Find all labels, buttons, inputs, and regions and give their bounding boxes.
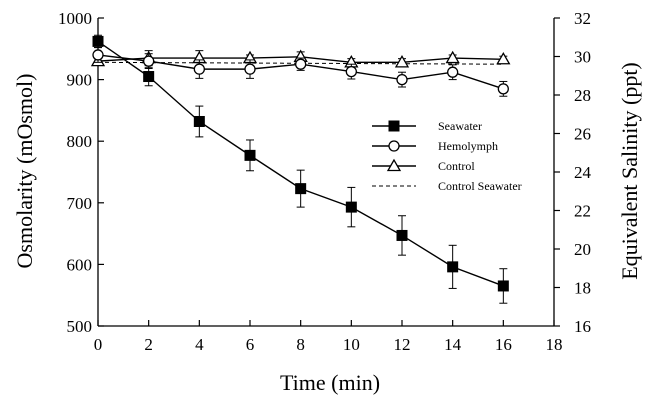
x-axis-title: Time (min) <box>280 370 380 395</box>
x-tick-label: 10 <box>343 335 360 354</box>
data-point <box>345 65 357 78</box>
data-point <box>447 261 459 273</box>
legend-marker <box>386 158 402 172</box>
y2-tick-label: 28 <box>574 86 591 105</box>
data-point <box>295 58 307 70</box>
legend-item: Seawater <box>372 119 482 133</box>
data-point <box>497 83 509 95</box>
data-point <box>143 71 155 83</box>
x-tick-label: 12 <box>394 335 411 354</box>
x-tick-label: 6 <box>246 335 255 354</box>
x-tick-label: 14 <box>444 335 462 354</box>
x-tick-label: 0 <box>94 335 103 354</box>
legend-marker <box>388 140 400 152</box>
legend: Seawater Hemolymph Control Control Seawater <box>372 119 522 193</box>
legend-item: Control <box>372 158 475 173</box>
legend-item: Control Seawater <box>372 179 522 193</box>
x-axis: 0 2 4 6 8 10 12 14 16 18 <box>94 320 563 354</box>
data-point <box>396 229 408 241</box>
y-tick-label: 1000 <box>58 9 92 28</box>
y-axis-right: 16 18 20 22 24 26 28 30 32 <box>554 9 592 336</box>
legend-label: Seawater <box>438 119 482 133</box>
data-point <box>244 63 256 75</box>
legend-label: Control Seawater <box>438 179 522 193</box>
y-axis-title: Osmolarity (mOsmol) <box>12 74 37 269</box>
x-tick-label: 18 <box>546 335 563 354</box>
y2-axis-title: Equivalent Salinity (ppt) <box>617 62 642 280</box>
y2-tick-label: 26 <box>574 125 591 144</box>
legend-label: Control <box>438 159 475 173</box>
y-tick-label: 500 <box>67 317 93 336</box>
series-seawater <box>92 34 509 304</box>
y-tick-label: 700 <box>67 194 93 213</box>
data-point <box>92 49 104 61</box>
y2-tick-label: 16 <box>574 317 591 336</box>
x-tick-label: 2 <box>144 335 153 354</box>
y-tick-label: 800 <box>67 132 93 151</box>
x-tick-label: 8 <box>296 335 305 354</box>
data-point <box>193 63 205 75</box>
data-point <box>345 201 357 213</box>
data-point <box>193 115 205 127</box>
series-control-seawater <box>97 61 504 65</box>
series-layer <box>90 34 511 304</box>
data-point <box>92 35 104 47</box>
series-hemolymph <box>92 47 509 97</box>
x-tick-label: 16 <box>495 335 512 354</box>
data-point <box>445 50 460 64</box>
data-point <box>244 149 256 161</box>
x-tick-label: 4 <box>195 335 204 354</box>
y2-tick-label: 18 <box>574 279 591 298</box>
legend-item: Hemolymph <box>372 139 498 153</box>
y-tick-label: 900 <box>67 71 93 90</box>
data-point <box>497 280 509 292</box>
data-point <box>394 55 410 68</box>
data-point <box>143 55 155 67</box>
data-point <box>396 73 408 86</box>
y-tick-label: 600 <box>67 255 93 274</box>
y-axis-left: 500 600 700 800 900 1000 <box>58 9 104 336</box>
y2-tick-label: 22 <box>574 202 591 221</box>
legend-marker <box>388 120 400 132</box>
data-point <box>496 51 511 65</box>
y2-tick-label: 24 <box>574 163 592 182</box>
y2-tick-label: 32 <box>574 9 591 28</box>
y2-tick-label: 30 <box>574 48 591 67</box>
legend-label: Hemolymph <box>438 139 498 153</box>
series-line <box>97 61 504 65</box>
data-point <box>295 183 307 195</box>
y2-tick-label: 20 <box>574 240 591 259</box>
data-point <box>447 66 459 78</box>
